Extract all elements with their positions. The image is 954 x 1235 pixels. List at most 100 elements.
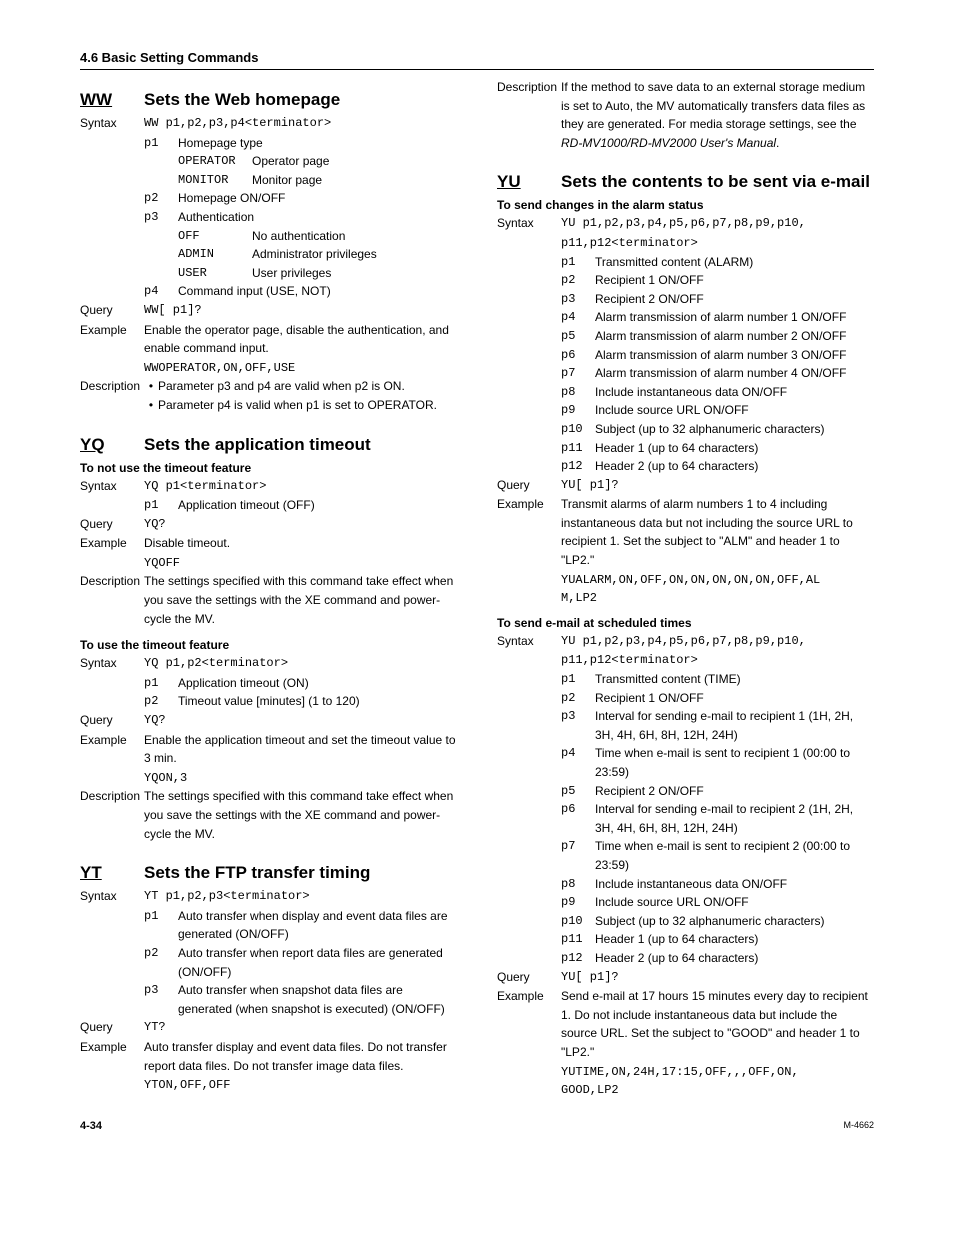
yu2-example-code2: GOOD,LP2: [561, 1081, 874, 1100]
param-desc: Time when e-mail is sent to recipient 1 …: [595, 744, 874, 781]
param-code: p1: [144, 674, 178, 693]
param-code: p1: [561, 670, 595, 689]
param-row: p1 Application timeout (OFF): [144, 496, 457, 515]
param-row: p9Include source URL ON/OFF: [561, 893, 874, 912]
param-code: p2: [144, 189, 178, 208]
cmd-ww-heading: WW Sets the Web homepage: [80, 90, 457, 110]
param-row: p12Header 2 (up to 64 characters): [561, 457, 874, 476]
yu1-example-text: Transmit alarms of alarm numbers 1 to 4 …: [561, 495, 874, 569]
yu1-example-code1: YUALARM,ON,OFF,ON,ON,ON,ON,ON,OFF,AL: [561, 571, 874, 590]
sub-param-desc: No authentication: [252, 227, 457, 246]
desc-label: Description: [497, 78, 561, 97]
param-desc: Command input (USE, NOT): [178, 282, 457, 301]
yq1-desc-row: Description The settings specified with …: [80, 572, 457, 628]
param-desc: Include source URL ON/OFF: [595, 401, 874, 420]
param-desc: Time when e-mail is sent to recipient 2 …: [595, 837, 874, 874]
ww-params: p1 Homepage type OPERATOR Operator page …: [144, 134, 457, 301]
yq2-syntax-row: Syntax YQ p1,p2<terminator>: [80, 654, 457, 673]
yt-query-row: Query YT?: [80, 1018, 457, 1037]
param-code: p2: [561, 271, 595, 290]
sub-param-row: OFF No authentication: [178, 227, 457, 246]
desc-bullet: • Parameter p4 is valid when p1 is set t…: [144, 396, 457, 415]
param-row: p8Include instantaneous data ON/OFF: [561, 875, 874, 894]
yu2-query: YU[ p1]?: [561, 968, 874, 987]
param-code: p6: [561, 346, 595, 365]
yu1-query-row: Query YU[ p1]?: [497, 476, 874, 495]
sub-param-code: OFF: [178, 227, 252, 246]
yq1-example-row: Example Disable timeout.: [80, 534, 457, 553]
yu2-params: p1Transmitted content (TIME)p2Recipient …: [561, 670, 874, 968]
param-code: p2: [144, 692, 178, 711]
param-code: p8: [561, 383, 595, 402]
yq2-params: p1 Application timeout (ON) p2 Timeout v…: [144, 674, 457, 711]
syntax-label: Syntax: [80, 887, 144, 906]
example-label: Example: [80, 731, 144, 750]
cmd-yu-title: Sets the contents to be sent via e-mail: [561, 172, 870, 192]
example-label: Example: [497, 495, 561, 514]
param-desc: Header 2 (up to 64 characters): [595, 457, 874, 476]
yt-desc-text2: .: [776, 136, 779, 150]
content-columns: WW Sets the Web homepage Syntax WW p1,p2…: [80, 78, 874, 1100]
param-code: p3: [561, 290, 595, 309]
param-code: p10: [561, 420, 595, 439]
param-desc: Include source URL ON/OFF: [595, 893, 874, 912]
sub-param-code: ADMIN: [178, 245, 252, 264]
query-label: Query: [80, 711, 144, 730]
param-desc: Homepage ON/OFF: [178, 189, 457, 208]
sub-param-code: USER: [178, 264, 252, 283]
param-code: p5: [561, 782, 595, 801]
yt-syntax: YT p1,p2,p3<terminator>: [144, 887, 457, 906]
param-row: p6Interval for sending e-mail to recipie…: [561, 800, 874, 837]
param-row: p2Recipient 1 ON/OFF: [561, 271, 874, 290]
yu-sub1-heading: To send changes in the alarm status: [497, 198, 874, 212]
desc-label: Description: [80, 572, 144, 591]
ww-query: WW[ p1]?: [144, 301, 457, 320]
param-code: p7: [561, 837, 595, 856]
param-desc: Authentication: [178, 208, 457, 227]
syntax-label: Syntax: [80, 477, 144, 496]
ww-syntax: WW p1,p2,p3,p4<terminator>: [144, 114, 457, 133]
yu1-syntax-row: Syntax YU p1,p2,p3,p4,p5,p6,p7,p8,p9,p10…: [497, 214, 874, 233]
bullet-icon: •: [144, 396, 158, 415]
syntax-label: Syntax: [80, 114, 144, 133]
param-code: p2: [561, 689, 595, 708]
param-row: p1Transmitted content (TIME): [561, 670, 874, 689]
yt-desc-text1: If the method to save data to an externa…: [561, 80, 865, 131]
param-desc: Auto transfer when display and event dat…: [178, 907, 457, 944]
param-row: p4 Command input (USE, NOT): [144, 282, 457, 301]
cmd-ww-code: WW: [80, 90, 144, 110]
yu2-syntax1: YU p1,p2,p3,p4,p5,p6,p7,p8,p9,p10,: [561, 632, 874, 651]
yu2-query-row: Query YU[ p1]?: [497, 968, 874, 987]
yt-syntax-row: Syntax YT p1,p2,p3<terminator>: [80, 887, 457, 906]
param-desc: Auto transfer when report data files are…: [178, 944, 457, 981]
param-desc: Recipient 1 ON/OFF: [595, 689, 874, 708]
yq1-syntax-row: Syntax YQ p1<terminator>: [80, 477, 457, 496]
yt-query: YT?: [144, 1018, 457, 1037]
yt-example-code: YTON,OFF,OFF: [144, 1076, 457, 1095]
param-row: p8Include instantaneous data ON/OFF: [561, 383, 874, 402]
ww-example-text: Enable the operator page, disable the au…: [144, 321, 457, 358]
example-label: Example: [80, 321, 144, 340]
right-column: Description If the method to save data t…: [497, 78, 874, 1100]
page-header: 4.6 Basic Setting Commands: [80, 50, 874, 70]
param-code: p6: [561, 800, 595, 819]
yu1-example-row: Example Transmit alarms of alarm numbers…: [497, 495, 874, 569]
yq1-query-row: Query YQ?: [80, 515, 457, 534]
query-label: Query: [497, 476, 561, 495]
yq1-example-text: Disable timeout.: [144, 534, 457, 553]
desc-label: Description: [80, 787, 144, 806]
param-code: p11: [561, 439, 595, 458]
param-desc: Recipient 2 ON/OFF: [595, 782, 874, 801]
param-code: p4: [561, 744, 595, 763]
yu-sub2-heading: To send e-mail at scheduled times: [497, 616, 874, 630]
yq2-syntax: YQ p1,p2<terminator>: [144, 654, 457, 673]
param-code: p4: [144, 282, 178, 301]
yq-sub1-heading: To not use the timeout feature: [80, 461, 457, 475]
param-row: p2Recipient 1 ON/OFF: [561, 689, 874, 708]
param-row: p1Transmitted content (ALARM): [561, 253, 874, 272]
sub-param-row: ADMIN Administrator privileges: [178, 245, 457, 264]
desc-bullet: • Parameter p3 and p4 are valid when p2 …: [144, 377, 457, 396]
ww-query-row: Query WW[ p1]?: [80, 301, 457, 320]
param-row: p11Header 1 (up to 64 characters): [561, 930, 874, 949]
param-row: p1 Homepage type: [144, 134, 457, 153]
